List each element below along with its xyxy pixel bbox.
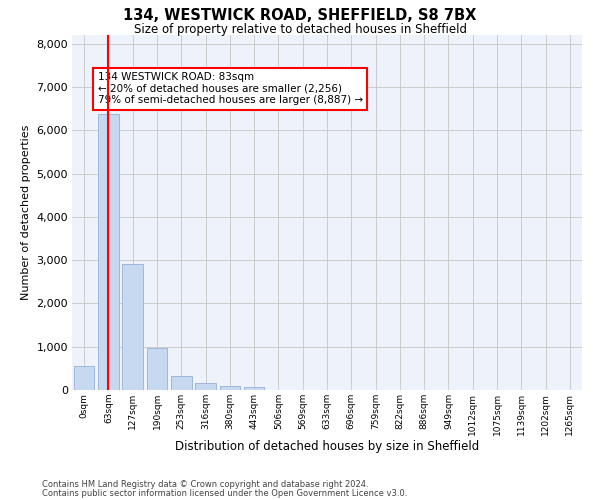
Bar: [220, 386, 240, 390]
Bar: [74, 366, 94, 390]
Y-axis label: Number of detached properties: Number of detached properties: [20, 125, 31, 300]
Text: Size of property relative to detached houses in Sheffield: Size of property relative to detached ho…: [133, 22, 467, 36]
Bar: [244, 387, 265, 390]
Text: Contains public sector information licensed under the Open Government Licence v3: Contains public sector information licen…: [42, 488, 407, 498]
Text: 134 WESTWICK ROAD: 83sqm
← 20% of detached houses are smaller (2,256)
79% of sem: 134 WESTWICK ROAD: 83sqm ← 20% of detach…: [97, 72, 362, 106]
Text: 134, WESTWICK ROAD, SHEFFIELD, S8 7BX: 134, WESTWICK ROAD, SHEFFIELD, S8 7BX: [124, 8, 476, 22]
Bar: [98, 114, 119, 390]
Bar: [195, 384, 216, 390]
Text: Contains HM Land Registry data © Crown copyright and database right 2024.: Contains HM Land Registry data © Crown c…: [42, 480, 368, 489]
Bar: [171, 376, 191, 390]
Bar: [146, 348, 167, 390]
Bar: [122, 264, 143, 390]
X-axis label: Distribution of detached houses by size in Sheffield: Distribution of detached houses by size …: [175, 440, 479, 454]
